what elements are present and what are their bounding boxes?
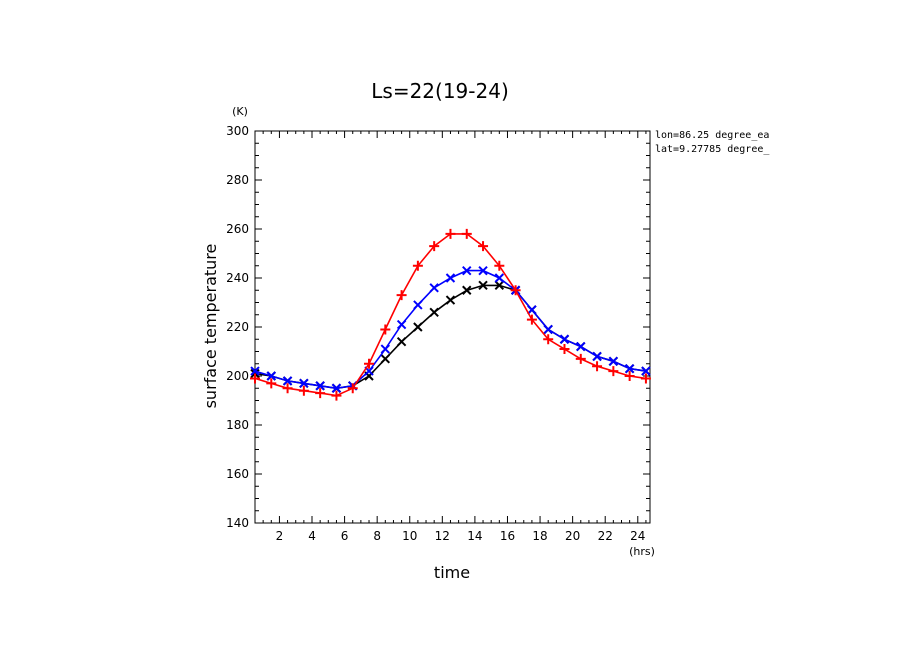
series-1-point (282, 376, 293, 386)
series-1-point (315, 381, 325, 391)
x-tick-label: 20 (565, 529, 580, 543)
series-1-point (478, 265, 488, 276)
series-1-point (429, 283, 439, 293)
series-group (250, 228, 651, 401)
x-tick-label: 4 (308, 529, 316, 543)
series-2-line (254, 233, 647, 397)
series-2-point (347, 383, 358, 394)
y-unit-label: (K) (232, 105, 248, 118)
series-1-point (445, 273, 456, 283)
series-1-point (624, 363, 635, 374)
series-1-point (608, 356, 619, 367)
series-2-point (331, 390, 342, 401)
series-1-point (641, 366, 651, 376)
series-2-point (250, 373, 260, 384)
series-2-point (461, 228, 472, 239)
x-tick-label: 16 (500, 529, 515, 543)
y-tick-label: 240 (226, 271, 249, 285)
series-0-point (478, 280, 488, 291)
lon-annotation: lon=86.25 degree_ea (655, 130, 769, 141)
series-0-point (429, 307, 439, 318)
y-tick-label: 260 (226, 222, 249, 236)
series-1-point (250, 366, 260, 376)
series-2-point (298, 385, 309, 396)
y-tick-label: 140 (226, 516, 249, 530)
series-2-point (380, 324, 391, 335)
series-2-point (543, 334, 554, 345)
series-2-point (575, 353, 586, 364)
y-axis-label: surface temperature (201, 244, 220, 409)
series-2-point (445, 228, 456, 239)
series-1-point (462, 265, 472, 276)
y-tick-label: 300 (226, 124, 249, 138)
x-unit-label: (hrs) (629, 545, 655, 558)
y-tick-label: 180 (226, 418, 249, 432)
series-2-point (412, 260, 423, 271)
series-2-point (510, 285, 521, 296)
series-2-point (429, 241, 440, 252)
series-1-point (543, 324, 553, 335)
series-0-point (445, 295, 456, 305)
series-2-point (624, 371, 635, 381)
x-tick-label: 14 (467, 529, 482, 543)
plot-frame (254, 130, 651, 524)
series-2-point (559, 344, 570, 355)
chart-title: Ls=22(19-24) (371, 79, 509, 103)
series-0-point (494, 280, 505, 291)
series-1-point (396, 319, 407, 330)
x-tick-label: 6 (341, 529, 349, 543)
series-1-point (299, 378, 309, 389)
y-tick-label: 200 (226, 369, 249, 383)
series-1-point (331, 383, 342, 393)
series-2-point (282, 383, 293, 394)
series-2-point (478, 241, 489, 252)
series-1-point (380, 344, 391, 354)
series-2-point (494, 260, 505, 271)
x-tick-label: 10 (402, 529, 417, 543)
series-1-point (494, 273, 505, 283)
series-1-line (254, 269, 647, 390)
series-2-point (526, 314, 537, 325)
series-1-point (413, 300, 423, 310)
series-2-point (315, 388, 326, 399)
x-tick-label: 2 (276, 529, 284, 543)
series-2-point (266, 378, 277, 389)
series-2-point (592, 361, 603, 372)
x-axis-label: time (434, 563, 470, 582)
x-tick-label: 8 (373, 529, 381, 543)
y-tick-label: 280 (226, 173, 249, 187)
y-tick-label: 220 (226, 320, 249, 334)
series-2-point (364, 358, 375, 369)
x-tick-label: 12 (435, 529, 450, 543)
series-1-point (592, 351, 602, 362)
x-tick-label: 24 (630, 529, 645, 543)
series-0-point (380, 354, 391, 364)
series-1-point (527, 305, 537, 315)
y-tick-label: 160 (226, 467, 249, 481)
series-1-point (266, 371, 276, 381)
series-0-point (462, 285, 472, 295)
x-tick-label: 22 (598, 529, 613, 543)
lat-annotation: lat=9.27785 degree_ (655, 144, 770, 155)
series-2-point (608, 366, 619, 377)
x-tick-label: 18 (532, 529, 547, 543)
series-2-point (396, 290, 407, 301)
series-2-point (640, 373, 651, 384)
series-1-point (559, 334, 570, 344)
series-1-point (576, 341, 586, 352)
series-0-point (413, 322, 423, 332)
series-0-point (396, 336, 407, 347)
